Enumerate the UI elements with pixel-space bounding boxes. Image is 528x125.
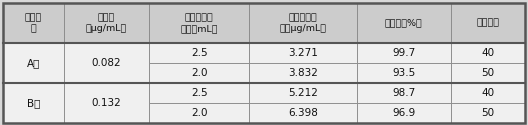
Bar [249,63,356,83]
Bar [249,83,356,103]
Text: A厂: A厂 [27,58,40,68]
Text: 3.271: 3.271 [288,48,318,58]
Bar [249,2,356,43]
Bar [64,2,149,43]
Text: 2.0: 2.0 [191,68,208,78]
Text: 98.7: 98.7 [392,88,415,98]
Text: 收集洗脱液
体积（mL）: 收集洗脱液 体积（mL） [181,13,218,33]
Text: 钯含量
（μg/mL）: 钯含量 （μg/mL） [86,13,127,33]
Bar [149,43,249,63]
Text: 50: 50 [482,68,495,78]
Bar [64,83,149,122]
Bar [64,43,149,83]
Bar [451,43,525,63]
Bar [3,2,64,43]
Bar [451,103,525,122]
Text: 0.082: 0.082 [92,58,121,68]
Bar [3,43,64,83]
Text: 50: 50 [482,108,495,118]
Bar [3,83,64,122]
Bar [249,43,356,63]
Text: 99.7: 99.7 [392,48,415,58]
Bar [356,103,451,122]
Bar [149,83,249,103]
Text: 40: 40 [482,88,495,98]
Text: 0.132: 0.132 [92,98,121,108]
Text: B厂: B厂 [27,98,40,108]
Bar [451,2,525,43]
Text: 3.832: 3.832 [288,68,318,78]
Bar [149,2,249,43]
Text: 回收率（%）: 回收率（%） [385,18,422,27]
Text: 5.212: 5.212 [288,88,318,98]
Text: 93.5: 93.5 [392,68,415,78]
Text: 2.5: 2.5 [191,48,208,58]
Bar [149,63,249,83]
Text: 40: 40 [482,48,495,58]
Bar [356,63,451,83]
Bar [249,103,356,122]
Text: 6.398: 6.398 [288,108,318,118]
Text: 96.9: 96.9 [392,108,415,118]
Bar [356,2,451,43]
Bar [149,103,249,122]
Bar [451,63,525,83]
Text: 富集倍数: 富集倍数 [477,18,499,27]
Bar [356,83,451,103]
Text: 2.5: 2.5 [191,88,208,98]
Bar [451,83,525,103]
Bar [356,43,451,63]
Text: 富集后测定
值（μg/mL）: 富集后测定 值（μg/mL） [279,13,326,33]
Text: 2.0: 2.0 [191,108,208,118]
Text: 废水水
样: 废水水 样 [25,13,42,33]
